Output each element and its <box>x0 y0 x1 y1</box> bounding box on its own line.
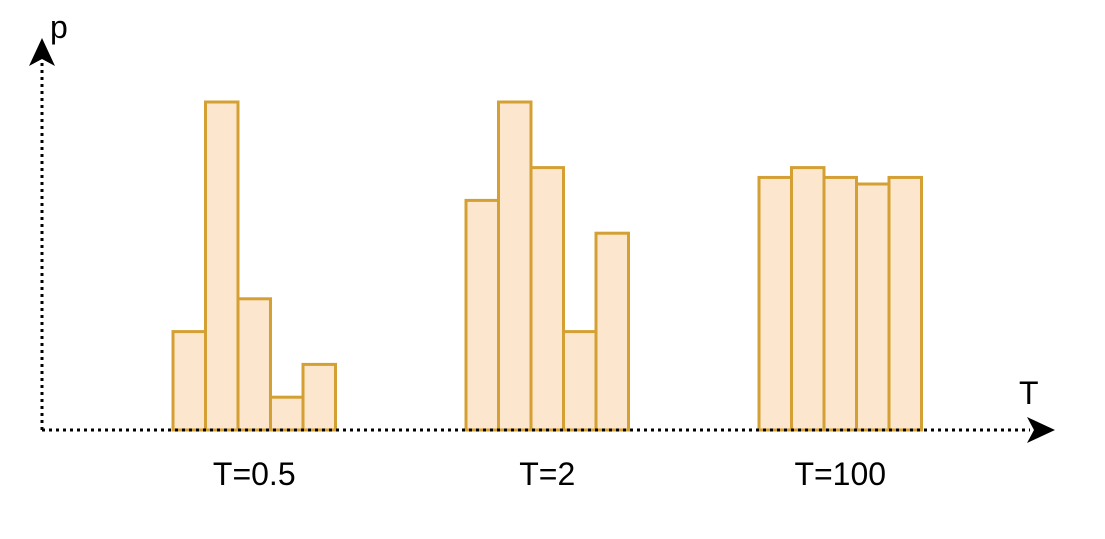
group-label-3: T=100 <box>794 456 886 492</box>
bar-group2-1 <box>464 198 500 432</box>
bar-group3-2 <box>790 166 826 432</box>
bars-layer <box>171 100 923 432</box>
bar-group3-1 <box>757 175 793 432</box>
bar-group2-2 <box>497 100 533 432</box>
bar-group1-2 <box>204 100 240 432</box>
bar-group1-1 <box>171 330 207 432</box>
x-axis: T <box>42 375 1055 443</box>
y-axis: p <box>29 9 68 430</box>
bar-group1-3 <box>236 297 272 432</box>
x-axis-arrowhead <box>1027 417 1055 443</box>
bar-group2-5 <box>594 231 630 432</box>
group-label-2: T=2 <box>519 456 575 492</box>
bar-group1-5 <box>301 362 337 432</box>
y-axis-arrowhead <box>29 38 55 66</box>
bar-group3-3 <box>822 175 858 432</box>
bar-group3-4 <box>855 182 891 432</box>
x-axis-label: T <box>1019 375 1039 411</box>
group-label-1: T=0.5 <box>213 456 296 492</box>
y-axis-label: p <box>50 9 68 45</box>
group-labels: T=0.5 T=2 T=100 <box>213 456 886 492</box>
bar-group3-5 <box>887 175 923 432</box>
bar-group2-3 <box>529 166 565 432</box>
bar-group1-4 <box>269 395 305 432</box>
bar-group2-4 <box>562 330 598 432</box>
